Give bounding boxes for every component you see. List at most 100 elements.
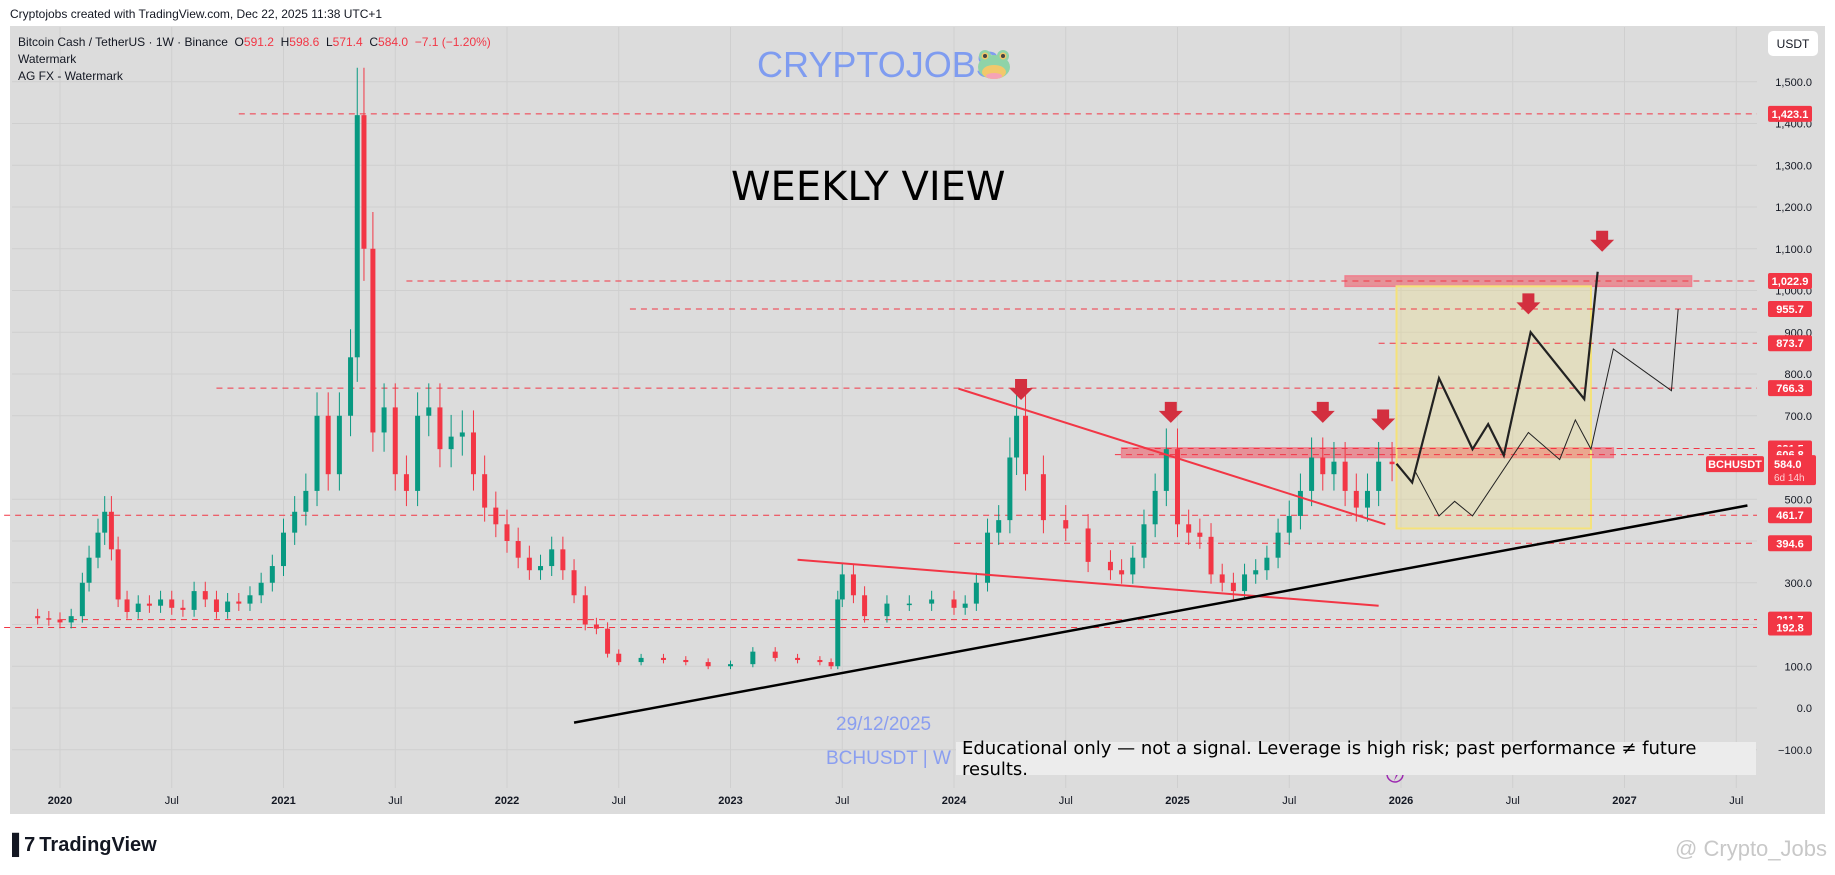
candle-body (1141, 524, 1147, 558)
primary-path (1395, 271, 1599, 485)
chart-title: WEEKLY VIEW (731, 164, 1006, 210)
change-value: −7.1 (−1.20%) (414, 35, 491, 49)
candle-body (906, 603, 912, 606)
candle-body (493, 507, 499, 525)
candle-body (1309, 457, 1315, 491)
candle-body (526, 557, 532, 571)
candle-body (1040, 474, 1046, 521)
time-tick-label: Jul (612, 795, 626, 807)
candle-body (1342, 461, 1348, 491)
level-price-badge (1768, 619, 1812, 636)
candle-body (86, 557, 92, 583)
candle-body (850, 574, 856, 596)
descending-resistance (958, 387, 1386, 526)
candle-body (1320, 457, 1326, 475)
candle-body (180, 607, 186, 610)
candle-body (884, 603, 890, 617)
candle-body (392, 407, 398, 475)
down-arrow-icon (1009, 378, 1034, 400)
price-axis[interactable] (1757, 26, 1825, 814)
candle-body (95, 532, 101, 558)
candle-body (426, 407, 432, 416)
candle-body (929, 599, 935, 604)
candle-body (1023, 415, 1029, 475)
price-tick-label: 500.0 (1784, 494, 1812, 506)
candle-body (1085, 528, 1091, 562)
candle-body (1230, 582, 1236, 592)
candle-body (605, 628, 611, 654)
level-price-label: 1,423.1 (1772, 109, 1809, 121)
candle-body (403, 474, 409, 491)
candle-body (1007, 457, 1013, 521)
price-tick-label: 300.0 (1784, 578, 1812, 590)
candle-body (448, 436, 454, 450)
price-tick-label: 700.0 (1784, 411, 1812, 423)
price-tick-label: 0.0 (1797, 703, 1812, 715)
candle-body (1063, 520, 1069, 529)
candle-body (303, 490, 309, 512)
candle-body (35, 616, 41, 619)
price-tick-label: −100.0 (1778, 745, 1812, 757)
disclaimer-banner: Educational only — not a signal. Leverag… (956, 738, 1756, 780)
price-tick-label: 1,100.0 (1775, 244, 1812, 256)
tradingview-icon: ▌7 (12, 834, 35, 856)
level-price-label: 461.7 (1776, 510, 1804, 522)
candle-body (772, 651, 778, 658)
candle-body (1389, 461, 1395, 465)
candle-body (57, 619, 63, 623)
level-price-badge (1768, 535, 1812, 552)
candle-body (1364, 490, 1370, 508)
indicator-agfx-watermark[interactable]: AG FX - Watermark (18, 69, 123, 83)
candle-body (158, 599, 164, 606)
high-value: 598.6 (289, 35, 320, 49)
candle-body (146, 603, 152, 606)
candle-body (504, 524, 510, 541)
candle-body (1376, 461, 1382, 491)
open-label: O (234, 35, 244, 49)
time-tick-label: Jul (1059, 795, 1073, 807)
price-tick-label: 1,500.0 (1775, 77, 1812, 89)
time-tick-label: Jul (835, 795, 849, 807)
alternative-path (1413, 309, 1679, 517)
candle-body (361, 115, 367, 249)
candle-body (247, 595, 253, 604)
level-price-label: 766.3 (1776, 383, 1804, 395)
candle-body (102, 511, 108, 533)
candle-body (750, 651, 756, 665)
close-value: 584.0 (378, 35, 409, 49)
chart-panel[interactable] (10, 26, 1825, 814)
candle-body (236, 601, 242, 604)
candle-body (1264, 557, 1270, 571)
candle-body (1331, 461, 1337, 475)
candle-body (415, 415, 421, 491)
candle-body (1119, 570, 1125, 575)
down-arrow-icon (1158, 401, 1183, 423)
tradingview-logo[interactable]: ▌7 TradingView (12, 834, 157, 857)
currency-button[interactable]: USDT (1768, 31, 1818, 56)
candle-body (1275, 532, 1281, 558)
symbol-name[interactable]: Bitcoin Cash / TetherUS · 1W · Binance (18, 35, 228, 49)
candle-body (135, 603, 141, 612)
candle-body (1208, 536, 1214, 575)
candle-body (996, 520, 1002, 533)
candle-body (470, 432, 476, 475)
candle-body (292, 511, 298, 533)
level-price-badge (1768, 105, 1812, 122)
time-axis[interactable] (10, 788, 1825, 814)
candle-body (79, 582, 85, 617)
candle-body (582, 595, 588, 625)
candle-body (370, 248, 376, 433)
candle-body (202, 591, 208, 600)
candle-body (124, 599, 130, 612)
close-label: C (369, 35, 379, 49)
candle-body (1242, 574, 1248, 592)
candle-body (191, 591, 197, 610)
down-arrow-icon (1590, 230, 1615, 252)
candle-body (985, 532, 991, 583)
indicator-watermark[interactable]: Watermark (18, 52, 77, 66)
level-price-label: 873.7 (1776, 338, 1804, 350)
candle-body (1107, 561, 1113, 571)
time-tick-label: 2027 (1612, 795, 1636, 807)
open-value: 591.2 (243, 35, 274, 49)
